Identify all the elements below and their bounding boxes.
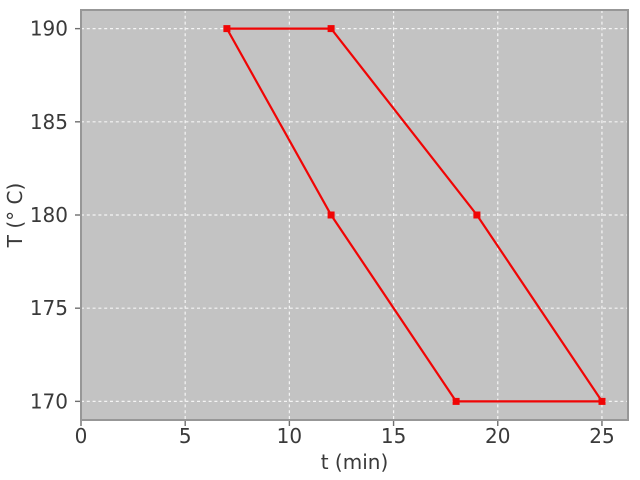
y-tick-label: 175 bbox=[30, 296, 68, 320]
y-tick-label: 185 bbox=[30, 110, 68, 134]
y-tick-label: 190 bbox=[30, 17, 68, 41]
data-point-marker bbox=[223, 25, 231, 33]
plot-border bbox=[80, 9, 629, 421]
y-axis-label: T (° C) bbox=[3, 183, 27, 249]
tick-label-layer: 0 5 10 15 20 25 170 175 180 185 190 bbox=[30, 17, 615, 448]
x-tick-label: 15 bbox=[381, 424, 406, 448]
data-point-marker bbox=[473, 211, 481, 219]
data-point-marker bbox=[452, 397, 460, 405]
data-point-marker bbox=[327, 25, 335, 33]
x-tick-label: 25 bbox=[589, 424, 614, 448]
series-layer bbox=[223, 25, 606, 405]
tick-layer bbox=[75, 27, 603, 426]
x-tick-label: 0 bbox=[75, 424, 88, 448]
y-tick-label: 170 bbox=[30, 389, 68, 413]
y-tick-label: 180 bbox=[30, 203, 68, 227]
data-point-marker bbox=[327, 211, 335, 219]
x-tick-label: 10 bbox=[277, 424, 302, 448]
x-axis-label: t (min) bbox=[321, 450, 389, 474]
x-tick-label: 20 bbox=[485, 424, 510, 448]
data-point-marker bbox=[598, 397, 606, 405]
x-tick-label: 5 bbox=[179, 424, 192, 448]
